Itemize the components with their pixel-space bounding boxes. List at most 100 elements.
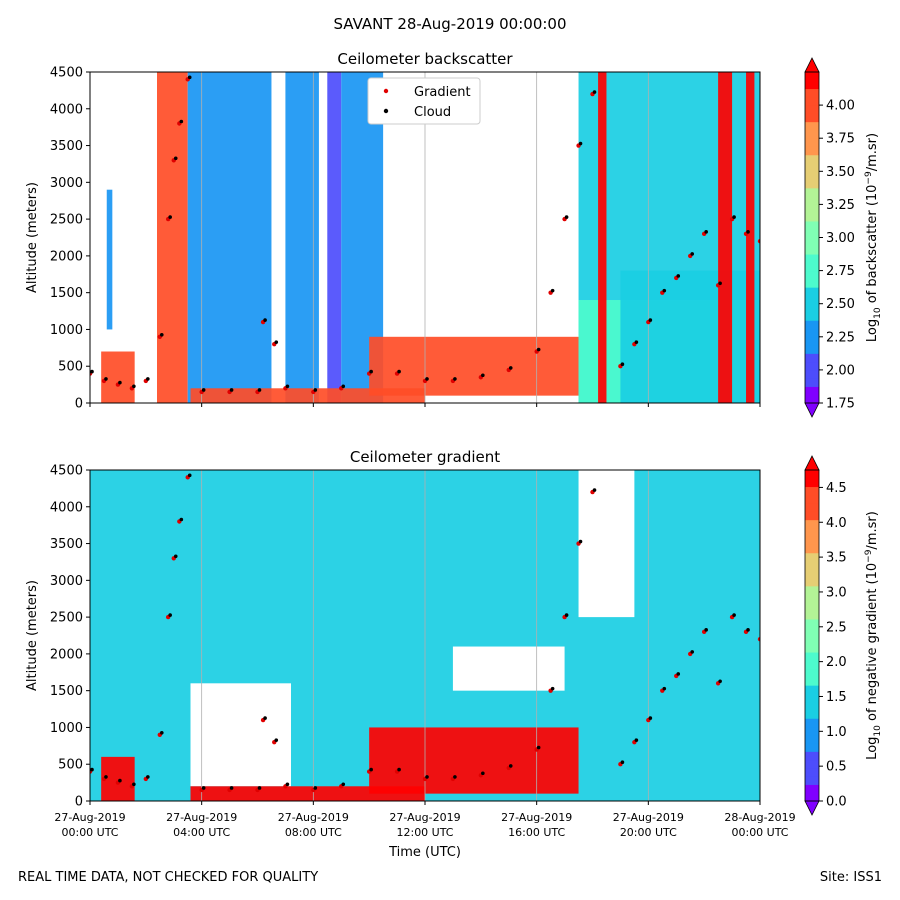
colorbar-segment — [805, 154, 819, 164]
colorbar-tick-label: 3.50 — [826, 165, 855, 180]
colorbar-segment — [805, 652, 819, 661]
legend-label: Cloud — [414, 105, 451, 120]
plot-area-1 — [90, 72, 764, 403]
cloud-point — [481, 373, 485, 378]
colorbar-segment — [805, 378, 819, 387]
cloud-point — [201, 786, 206, 790]
colorbar-label: Log10 of negative gradient (10−9/m.sr) — [864, 511, 883, 760]
cloud-point — [263, 318, 267, 322]
cloud-point — [397, 369, 401, 374]
colorbar-segment — [805, 204, 819, 214]
x-tick-label-date: 27-Aug-2019 — [166, 811, 237, 824]
cloud-point — [313, 388, 318, 392]
y-tick-label: 2000 — [50, 249, 83, 264]
x-tick-label-time: 08:00 UTC — [285, 826, 342, 839]
cloud-point — [173, 554, 178, 559]
colorbar-tick-label: 3.00 — [826, 231, 855, 246]
heatmap-region — [101, 756, 135, 801]
cloud-point — [453, 775, 457, 779]
y-tick-label: 0 — [75, 795, 83, 810]
cloud-point — [263, 716, 267, 720]
colorbar-segment — [805, 179, 819, 189]
colorbar-segment — [805, 668, 819, 678]
colorbar-tick-label: 1.75 — [826, 397, 855, 412]
x-tick-label-date: 28-Aug-2019 — [724, 811, 795, 824]
colorbar-segment — [805, 187, 819, 197]
heatmap-region — [746, 72, 755, 403]
colorbar-segment — [805, 701, 819, 711]
colorbar-segment — [805, 486, 819, 496]
colorbar-segment — [805, 121, 819, 131]
colorbar-label-part: of negative gradient (10 — [865, 563, 880, 725]
colorbar-segment — [805, 585, 819, 595]
colorbar-segment — [805, 767, 819, 777]
heatmap-region — [598, 72, 607, 403]
cloud-point — [285, 782, 290, 787]
colorbar-tick-label: 0.5 — [826, 760, 847, 775]
cloud-point — [676, 672, 681, 676]
colorbar-segment — [805, 494, 819, 504]
heatmap-region — [327, 72, 342, 403]
x-tick-label-time: 00:00 UTC — [731, 826, 788, 839]
heatmap-region — [190, 683, 291, 787]
y-tick-label: 3500 — [50, 537, 83, 552]
colorbar-segment — [805, 726, 819, 736]
colorbar-segment — [805, 113, 819, 123]
cloud-point — [274, 738, 279, 742]
cloud-point — [168, 613, 172, 617]
cloud-point — [118, 380, 122, 385]
cloud-point — [397, 767, 401, 772]
cloud-point — [229, 388, 234, 392]
cloud-point — [179, 119, 184, 124]
cloud-point — [173, 156, 178, 161]
cloud-point — [718, 679, 722, 684]
cloud-point — [760, 237, 764, 241]
cloud-point — [274, 340, 279, 344]
colorbar-segment — [805, 311, 819, 321]
colorbar-extend-max — [804, 455, 820, 471]
colorbar-segment — [805, 610, 819, 620]
colorbar-segment — [805, 88, 819, 98]
colorbar-segment — [805, 237, 819, 247]
colorbar-segment — [805, 287, 819, 296]
colorbar-segment — [805, 569, 819, 579]
colorbar-segment — [805, 527, 819, 537]
colorbar-label-part: Log — [865, 319, 880, 342]
colorbar-label: Log10 of backscatter (10−9/m.sr) — [864, 133, 883, 342]
colorbar-segment — [805, 519, 819, 529]
cloud-point — [187, 473, 192, 478]
cloud-point — [146, 377, 150, 381]
cloud-point — [704, 230, 708, 234]
cloud-point — [159, 731, 164, 735]
colorbar-segment — [805, 594, 819, 603]
colorbar-segment — [805, 478, 819, 488]
panel-title: Ceilometer backscatter — [337, 50, 513, 68]
colorbar-segment — [805, 503, 819, 512]
heatmap-region — [157, 72, 188, 403]
heatmap-region — [369, 336, 579, 396]
legend-label: Gradient — [414, 85, 471, 100]
colorbar-segment — [805, 470, 819, 479]
colorbar-segment — [805, 278, 819, 288]
cloud-point — [634, 738, 639, 742]
colorbar-tick-label: 4.5 — [826, 481, 847, 496]
colorbar-segment — [805, 751, 819, 761]
colorbar-segment — [805, 386, 819, 396]
colorbar-segment — [805, 320, 819, 330]
colorbar-segment — [805, 618, 819, 628]
heatmap-region — [285, 72, 319, 403]
cloud-point — [550, 686, 555, 691]
colorbar-segment — [805, 336, 819, 346]
x-tick-label-time: 16:00 UTC — [508, 826, 565, 839]
colorbar-segment — [805, 328, 819, 338]
colorbar-segment — [805, 369, 819, 379]
colorbar-segment — [805, 776, 819, 785]
colorbar-segment — [805, 536, 819, 545]
x-tick-label-time: 12:00 UTC — [396, 826, 453, 839]
cloud-point — [592, 488, 597, 492]
colorbar-segment — [805, 635, 819, 645]
cloud-point — [453, 377, 457, 381]
y-tick-label: 3000 — [50, 574, 83, 589]
colorbar-segment — [805, 80, 819, 90]
